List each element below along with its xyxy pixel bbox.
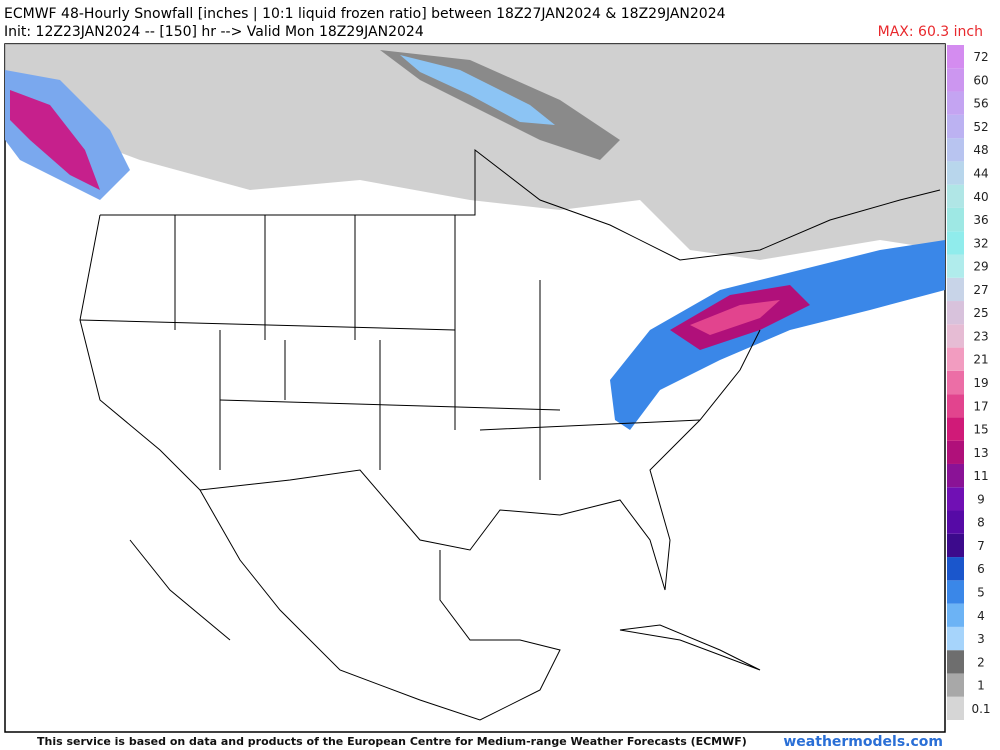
colorbar-swatch	[947, 138, 964, 162]
colorbar-label: 17	[973, 399, 988, 413]
colorbar-label: 52	[973, 120, 988, 134]
colorbar-label: 3	[977, 632, 985, 646]
title: ECMWF 48-Hourly Snowfall [inches | 10:1 …	[4, 6, 726, 22]
colorbar-label: 44	[973, 167, 988, 181]
colorbar-swatch	[947, 417, 964, 441]
colorbar-label: 4	[977, 609, 985, 623]
colorbar-swatch	[947, 650, 964, 674]
colorbar-swatch	[947, 161, 964, 185]
footer-site: weathermodels.com	[783, 734, 943, 750]
colorbar-swatch	[947, 603, 964, 627]
colorbar-swatch	[947, 673, 964, 697]
colorbar-swatch	[947, 45, 964, 69]
colorbar-swatch	[947, 207, 964, 232]
colorbar-label: 23	[973, 329, 988, 343]
colorbar-swatch	[947, 277, 964, 302]
map	[4, 43, 946, 733]
colorbar-swatch	[947, 347, 964, 371]
colorbar-label: 29	[973, 260, 988, 274]
max-label: MAX: 60.3 inch	[878, 24, 983, 40]
colorbar-label: 36	[973, 213, 988, 227]
footer-credit: This service is based on data and produc…	[37, 735, 747, 748]
heavy-snow-bc	[10, 90, 100, 190]
colorbar-swatch	[947, 91, 964, 115]
colorbar-label: 8	[977, 516, 985, 530]
heaviest-snow-east	[690, 300, 780, 335]
subtitle: Init: 12Z23JAN2024 -- [150] hr --> Valid…	[4, 24, 424, 40]
colorbar-swatch	[947, 324, 964, 348]
colorbar-swatch	[947, 626, 964, 651]
colorbar-label: 27	[973, 283, 988, 297]
colorbar-label: 11	[973, 469, 988, 483]
colorbar-label: 5	[977, 585, 985, 599]
colorbar: 0.11234567891113151719212325272932364044…	[947, 45, 991, 720]
colorbar-swatch	[947, 301, 964, 325]
colorbar-swatch	[947, 463, 964, 488]
colorbar-label: 72	[973, 50, 988, 64]
snow-band-canada	[400, 55, 555, 125]
colorbar-swatch	[947, 68, 964, 92]
colorbar-label: 60	[973, 73, 988, 87]
colorbar-swatch	[947, 510, 964, 534]
colorbar-label: 32	[973, 236, 988, 250]
colorbar-swatch	[947, 254, 964, 278]
colorbar-swatch	[947, 184, 964, 208]
borders	[79, 148, 941, 721]
colorbar-label: 56	[973, 97, 988, 111]
colorbar-label: 40	[973, 190, 988, 204]
colorbar-swatch	[947, 696, 964, 720]
colorbar-swatch	[947, 231, 964, 255]
colorbar-label: 19	[973, 376, 988, 390]
colorbar-swatch	[947, 533, 964, 558]
colorbar-label: 21	[973, 353, 988, 367]
colorbar-swatch	[947, 487, 964, 511]
colorbar-label: 48	[973, 143, 988, 157]
colorbar-label: 2	[977, 655, 985, 669]
colorbar-label: 15	[973, 423, 988, 437]
colorbar-swatch	[947, 557, 964, 581]
colorbar-swatch	[947, 370, 964, 395]
snow-band-east	[610, 240, 945, 430]
colorbar-label: 0.1	[971, 702, 990, 716]
colorbar-label: 9	[977, 492, 985, 506]
colorbar-label: 13	[973, 446, 988, 460]
colorbar-label: 25	[973, 306, 988, 320]
colorbar-swatch	[947, 114, 964, 139]
colorbar-label: 1	[977, 679, 985, 693]
colorbar-label: 6	[977, 562, 985, 576]
colorbar-swatch	[947, 440, 964, 464]
colorbar-swatch	[947, 394, 964, 418]
colorbar-swatch	[947, 580, 964, 604]
colorbar-label: 7	[977, 539, 985, 553]
